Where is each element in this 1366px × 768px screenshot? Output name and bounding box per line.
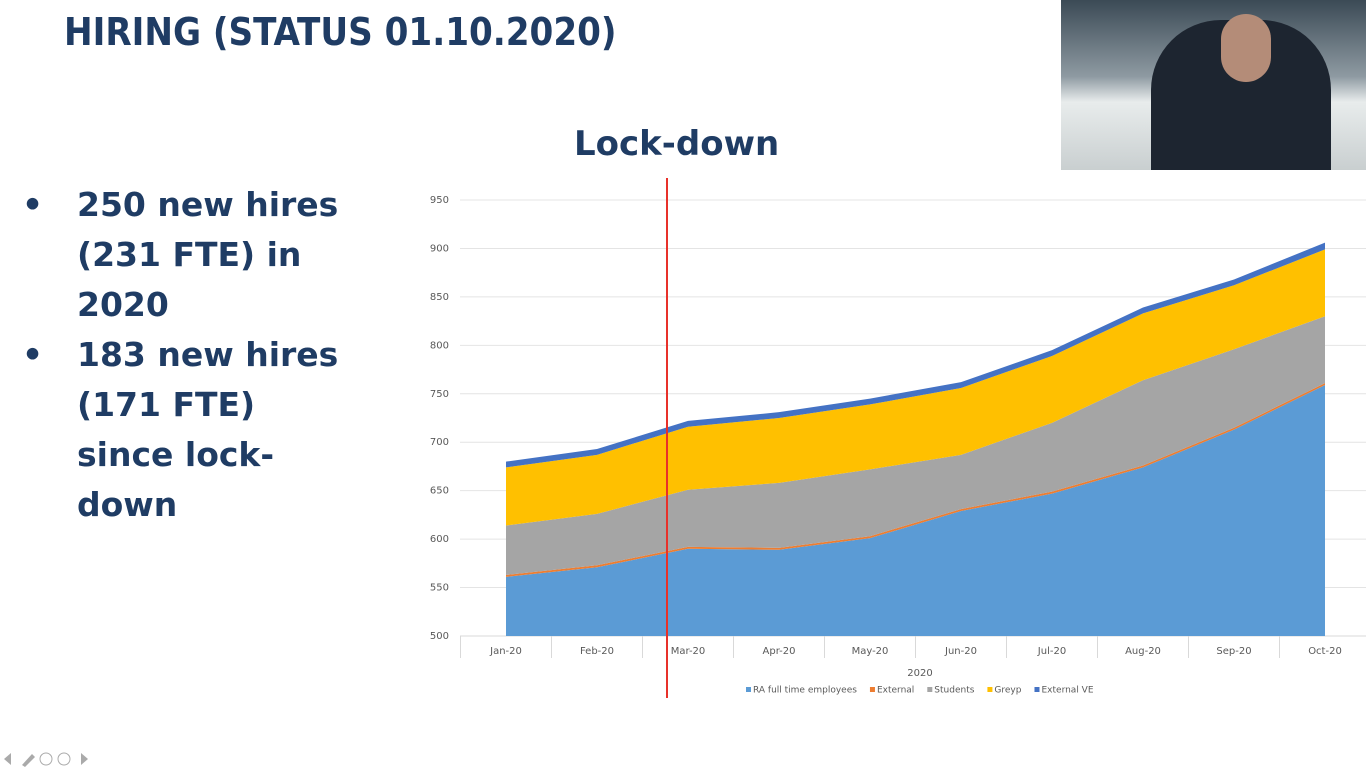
x-tick-label: Oct-20: [1308, 646, 1342, 657]
legend-swatch: [927, 687, 933, 692]
legend-swatch: [746, 687, 751, 692]
legend-label: RA full time employees: [753, 686, 857, 696]
legend-swatch: [869, 687, 875, 692]
legend-label: Students: [934, 686, 974, 696]
x-tick-label: Apr-20: [763, 646, 796, 657]
x-tick-label: May-20: [852, 646, 889, 657]
y-tick-label: 850: [430, 292, 449, 303]
slide-toolbar[interactable]: [2, 750, 92, 768]
x-tick-label: Aug-20: [1125, 646, 1161, 657]
x-tick-label: Mar-20: [671, 646, 706, 657]
x-tick-label: Feb-20: [580, 646, 614, 657]
area: [506, 385, 1325, 636]
x-axis-label: 2020: [907, 668, 932, 679]
bullet-list: 250 new hires (231 FTE) in 2020 183 new …: [20, 180, 360, 530]
y-tick-label: 750: [430, 389, 449, 400]
pen-button[interactable]: [22, 754, 35, 767]
x-tick-label: Jun-20: [944, 646, 977, 657]
legend-swatch: [987, 687, 993, 692]
y-tick-label: 650: [430, 486, 449, 497]
webcam-video: [1061, 0, 1366, 170]
bullet: 183 new hires (171 FTE) since lock-down: [20, 330, 360, 530]
area: [506, 249, 1325, 526]
annotation: Lock-down: [574, 124, 780, 164]
x-tick-label: Jul-20: [1037, 646, 1066, 657]
area: [506, 316, 1325, 575]
legend-swatch: [1034, 687, 1040, 692]
legend-label: External: [877, 686, 914, 696]
legend-label: External VE: [1041, 686, 1093, 696]
y-tick-label: 950: [430, 195, 449, 206]
next-button[interactable]: [81, 753, 88, 765]
y-tick-label: 900: [430, 243, 449, 254]
zoom-button[interactable]: [39, 752, 53, 766]
y-tick-label: 550: [430, 583, 449, 594]
y-tick-label: 600: [430, 534, 449, 545]
head: [1221, 14, 1271, 82]
prev-button[interactable]: [4, 753, 11, 765]
menu-button[interactable]: [57, 752, 71, 766]
y-tick-label: 800: [430, 340, 449, 351]
plot-area: 500 550 600 650 700 750 800 850 900 950 Jan-20 Feb-…: [430, 195, 1366, 696]
x-tick-label: Jan-20: [489, 646, 522, 657]
legend-label: Greyp: [994, 686, 1021, 696]
y-tick-label: 500: [430, 631, 449, 642]
slide-title: HIRING (STATUS 01.10.2020): [64, 10, 617, 54]
x-tick-label: Sep-20: [1216, 646, 1251, 657]
y-tick-label: 700: [430, 437, 449, 448]
bullet: 250 new hires (231 FTE) in 2020: [20, 180, 360, 330]
